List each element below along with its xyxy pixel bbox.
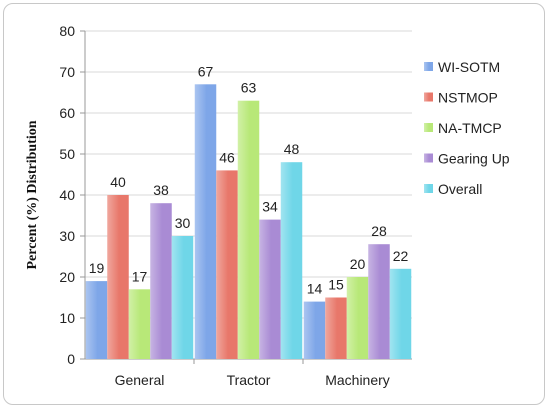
bar-na-tmcp-tractor <box>237 100 260 359</box>
y-axis-title: Percent (%) Distribution <box>25 120 40 269</box>
y-tick-label: 10 <box>59 310 75 326</box>
legend-entry: Gearing Up <box>438 151 510 167</box>
legend-swatch <box>424 184 433 193</box>
legend-entry: NSTMOP <box>438 90 498 106</box>
x-tick-label: Tractor <box>227 372 271 388</box>
data-label: 63 <box>241 80 257 96</box>
y-tick-label: 80 <box>59 23 75 39</box>
bar-wi-sotm-machinery <box>303 301 326 359</box>
data-label: 30 <box>175 215 191 231</box>
x-tick-label: General <box>115 372 165 388</box>
y-tick-label: 0 <box>67 351 75 367</box>
bar-wi-sotm-tractor <box>194 84 217 360</box>
bar-overall-machinery <box>389 268 412 359</box>
bar-nstmop-tractor <box>216 170 238 359</box>
data-label: 20 <box>350 256 366 272</box>
data-label: 14 <box>307 281 323 297</box>
y-tick-label: 50 <box>59 146 75 162</box>
data-label: 22 <box>393 248 409 264</box>
y-tick-label: 60 <box>59 105 75 121</box>
x-tick-label: Machinery <box>325 372 390 388</box>
bar-gearing-up-tractor <box>259 219 281 359</box>
legend-entry: WI-SOTM <box>438 59 500 75</box>
data-labels: 19 40 17 38 30 67 46 63 34 48 14 15 20 28 22 <box>89 63 409 296</box>
bar-wi-sotm-general <box>85 281 108 359</box>
legend-entry: NA-TMCP <box>438 120 502 136</box>
bar-na-tmcp-general <box>128 289 151 359</box>
bar-gearing-up-general <box>150 203 172 359</box>
y-tick-label: 20 <box>59 269 75 285</box>
bar-nstmop-machinery <box>325 297 347 359</box>
legend-swatch <box>424 123 433 132</box>
data-label: 48 <box>284 141 300 157</box>
y-tick-label: 40 <box>59 187 75 203</box>
data-label: 17 <box>132 268 148 284</box>
data-label: 40 <box>110 174 126 190</box>
legend-swatch <box>424 153 433 163</box>
data-label: 67 <box>198 63 214 79</box>
data-label: 38 <box>153 182 169 198</box>
bar-nstmop-general <box>107 195 129 359</box>
legend-swatch <box>424 92 433 102</box>
bar-overall-tractor <box>280 162 303 359</box>
data-label: 19 <box>89 260 105 276</box>
bar-overall-general <box>171 236 194 359</box>
legend: WI-SOTM NSTMOP NA-TMCP Gearing Up Overall <box>424 59 510 197</box>
data-label: 15 <box>328 277 344 293</box>
y-tick-label: 30 <box>59 228 75 244</box>
bar-na-tmcp-machinery <box>346 277 369 359</box>
bars <box>85 84 412 360</box>
bar-gearing-up-machinery <box>368 244 390 359</box>
data-label: 34 <box>262 199 278 215</box>
data-label: 46 <box>219 149 235 165</box>
legend-swatch <box>424 62 433 71</box>
data-label: 28 <box>371 223 387 239</box>
legend-entry: Overall <box>438 181 482 197</box>
y-tick-label: 70 <box>59 64 75 80</box>
